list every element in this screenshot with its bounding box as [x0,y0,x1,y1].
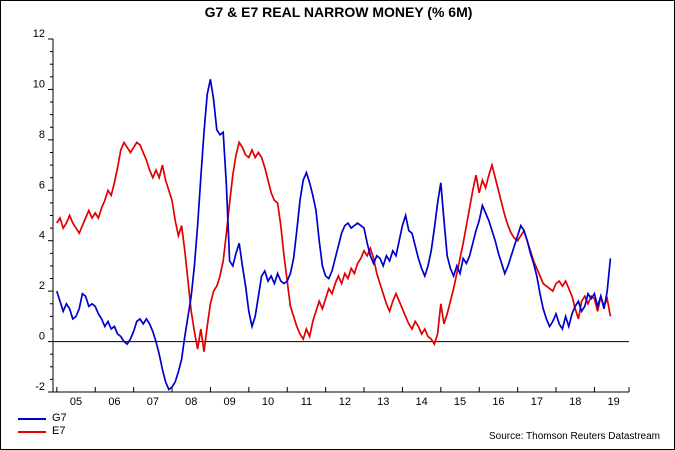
chart-legend: G7 E7 [18,412,67,438]
legend-label-e7: E7 [52,425,66,437]
e7-line-swatch [18,430,46,433]
x-tick-label: 05 [70,396,82,408]
x-tick-label: 09 [224,396,236,408]
y-tick-label: 10 [33,78,45,90]
x-tick-label: 10 [262,396,274,408]
chart-title: G7 & E7 REAL NARROW MONEY (% 6M) [204,4,473,20]
source-attribution: Source: Thomson Reuters Datastream [488,431,660,442]
x-tick-label: 15 [454,396,466,408]
y-tick-label: 4 [39,230,45,242]
y-tick-label: 12 [33,28,45,40]
x-tick-label: 17 [531,396,543,408]
x-tick-label: 08 [185,396,197,408]
y-tick-label: 8 [39,129,45,141]
legend-item-g7: G7 [18,412,67,425]
x-tick-label: 13 [377,396,389,408]
g7-line-swatch [18,417,46,420]
legend-label-g7: G7 [52,412,67,424]
x-tick-label: 14 [416,396,428,408]
x-tick-label: 12 [339,396,351,408]
x-tick-label: 11 [301,396,312,408]
x-tick-label: 19 [608,396,620,408]
x-tick-label: 16 [492,396,504,408]
y-tick-label: 6 [39,179,45,191]
y-tick-label: -2 [35,381,45,393]
x-tick-label: 06 [108,396,120,408]
legend-item-e7: E7 [18,425,67,438]
e7-line [56,140,612,352]
g7-line [55,79,612,391]
y-tick-label: 0 [39,331,45,343]
x-tick-label: 07 [147,396,159,408]
x-tick-label: 18 [569,396,581,408]
y-tick-label: 2 [39,280,45,292]
